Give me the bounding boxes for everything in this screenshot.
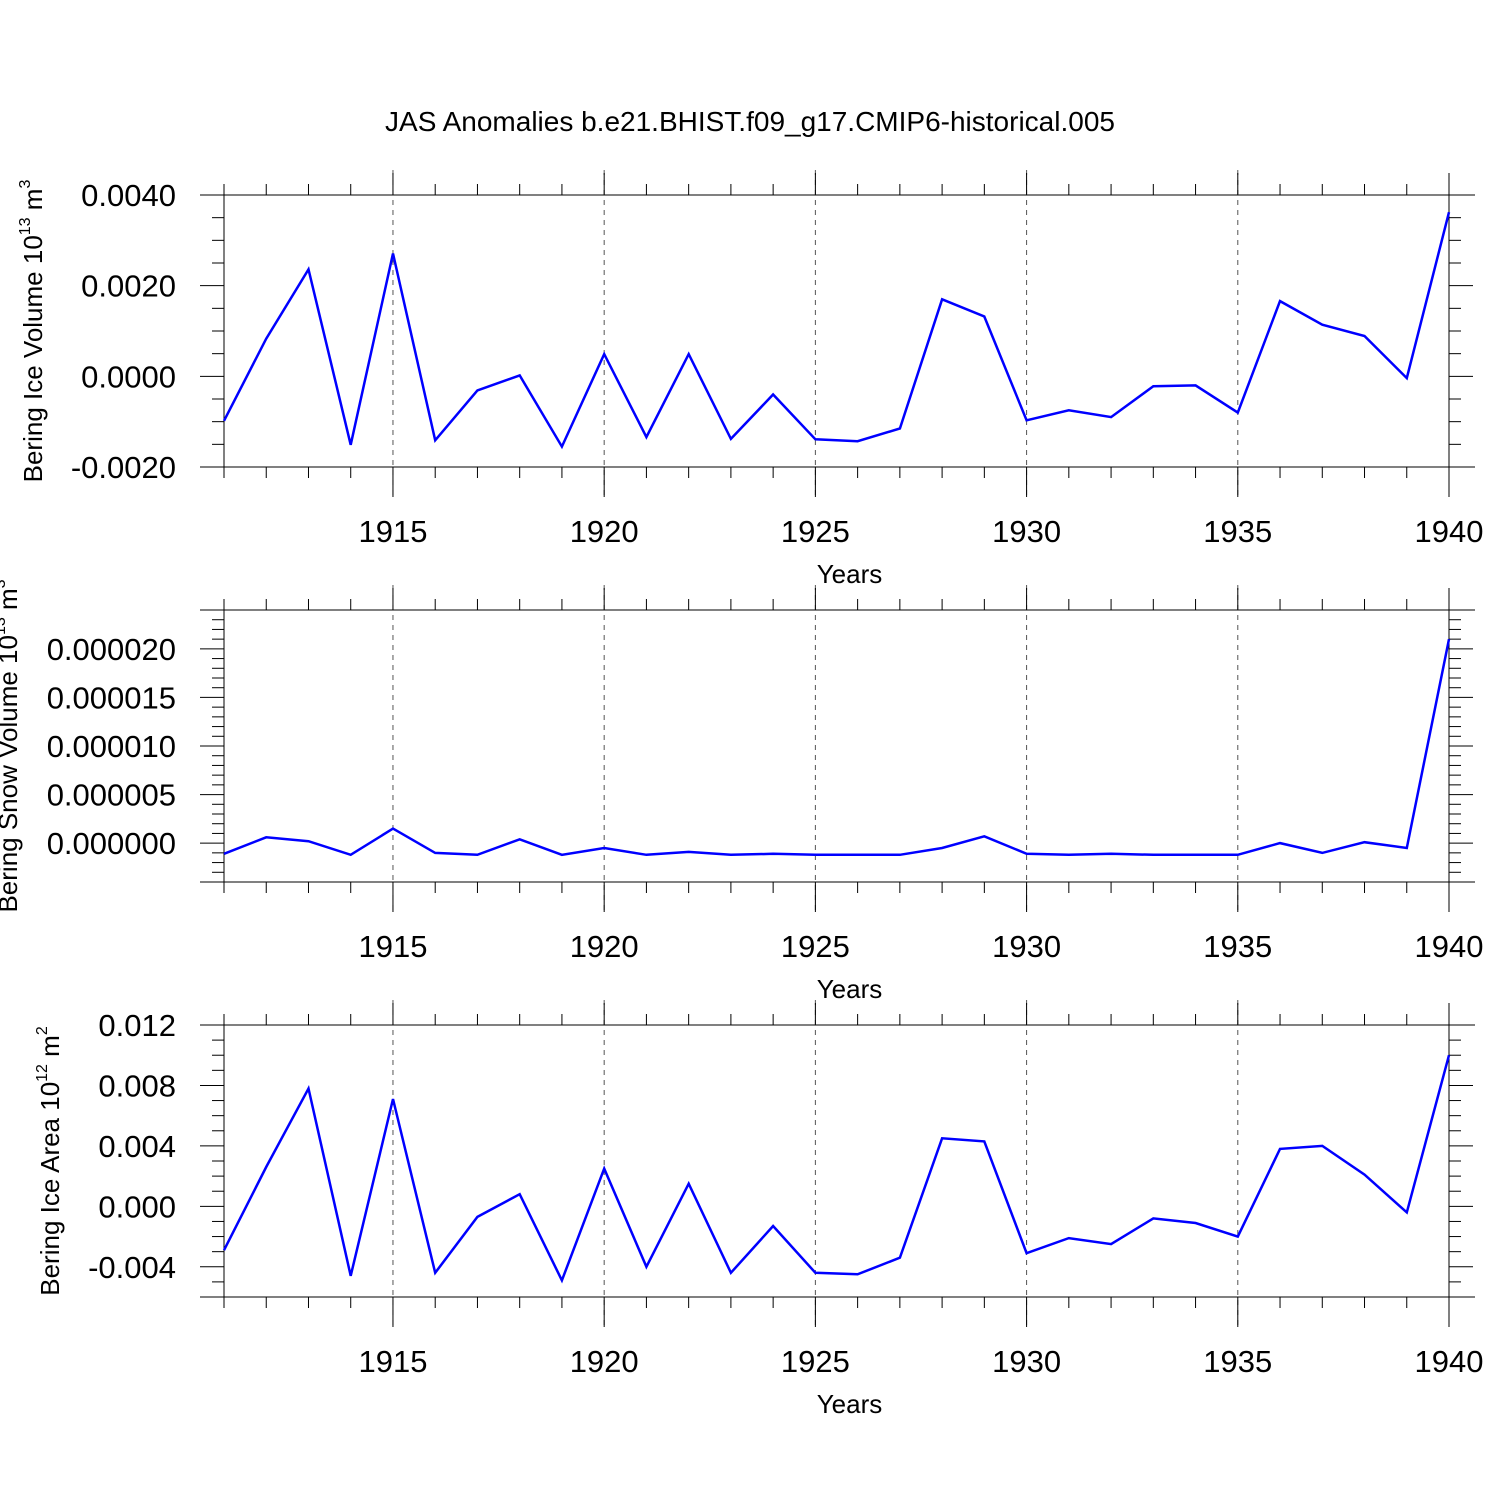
x-tick-label: 1915 bbox=[358, 929, 427, 964]
x-axis-label: Years bbox=[817, 974, 883, 1004]
y-tick-label: 0.000 bbox=[98, 1189, 176, 1224]
chart-title: JAS Anomalies b.e21.BHIST.f09_g17.CMIP6-… bbox=[385, 106, 1115, 137]
y-tick-label: 0.000010 bbox=[47, 729, 176, 764]
x-tick-label: 1940 bbox=[1415, 1344, 1484, 1379]
x-axis-label: Years bbox=[817, 559, 883, 589]
y-tick-label: -0.004 bbox=[88, 1250, 176, 1285]
x-axis-label: Years bbox=[817, 1389, 883, 1419]
y-axis-label: Bering Ice Volume 1013 m3 bbox=[17, 180, 48, 483]
x-tick-label: 1915 bbox=[358, 1344, 427, 1379]
y-tick-label: 0.0040 bbox=[81, 178, 176, 213]
x-tick-label: 1925 bbox=[781, 514, 850, 549]
series-line bbox=[223, 638, 1451, 857]
x-tick-label: 1935 bbox=[1203, 514, 1272, 549]
x-tick-label: 1930 bbox=[992, 1344, 1061, 1379]
y-tick-label: 0.004 bbox=[98, 1129, 176, 1164]
y-axis-label: Bering Ice Area 1012 m2 bbox=[34, 1026, 65, 1296]
panel-ice-volume: 1915 1920 1925 1930 1935 1940 -0.0020 0.0000 0.0… bbox=[17, 170, 1483, 589]
x-tick-label: 1920 bbox=[570, 514, 639, 549]
x-tick-label: 1925 bbox=[781, 1344, 850, 1379]
panel-ice-area: 1915 1920 1925 1930 1935 1940 -0.004 0.000 0.004… bbox=[34, 1000, 1483, 1419]
y-tick-label: 0.000020 bbox=[47, 632, 176, 667]
x-tick-label: 1920 bbox=[570, 929, 639, 964]
x-tick-label: 1940 bbox=[1415, 929, 1484, 964]
panel-snow-volume: 1915 1920 1925 1930 1935 1940 0.000000 0.000005… bbox=[0, 579, 1483, 1004]
x-tick-label: 1925 bbox=[781, 929, 850, 964]
plot-frame bbox=[223, 194, 1450, 468]
x-tick-label: 1930 bbox=[992, 929, 1061, 964]
y-tick-label: 0.008 bbox=[98, 1068, 176, 1103]
y-tick-label: 0.0020 bbox=[81, 269, 176, 304]
y-tick-label: 0.012 bbox=[98, 1008, 176, 1043]
x-tick-label: 1935 bbox=[1203, 1344, 1272, 1379]
x-tick-label: 1940 bbox=[1415, 514, 1484, 549]
y-tick-label: 0.000000 bbox=[47, 826, 176, 861]
y-tick-label: 0.000015 bbox=[47, 680, 176, 715]
x-tick-label: 1920 bbox=[570, 1344, 639, 1379]
y-tick-label: 0.000005 bbox=[47, 778, 176, 813]
x-tick-label: 1935 bbox=[1203, 929, 1272, 964]
y-axis-label: Bering Snow Volume 1013 m3 bbox=[0, 579, 23, 912]
panels: 1915 1920 1925 1930 1935 1940 -0.0020 0.0000 0.0… bbox=[0, 170, 1483, 1419]
y-tick-label: 0.0000 bbox=[81, 359, 176, 394]
x-tick-label: 1930 bbox=[992, 514, 1061, 549]
y-tick-label: -0.0020 bbox=[71, 450, 176, 485]
series-line bbox=[222, 1054, 1451, 1284]
x-tick-label: 1915 bbox=[358, 514, 427, 549]
series-line bbox=[222, 211, 1451, 450]
plot-frame bbox=[223, 609, 1450, 883]
